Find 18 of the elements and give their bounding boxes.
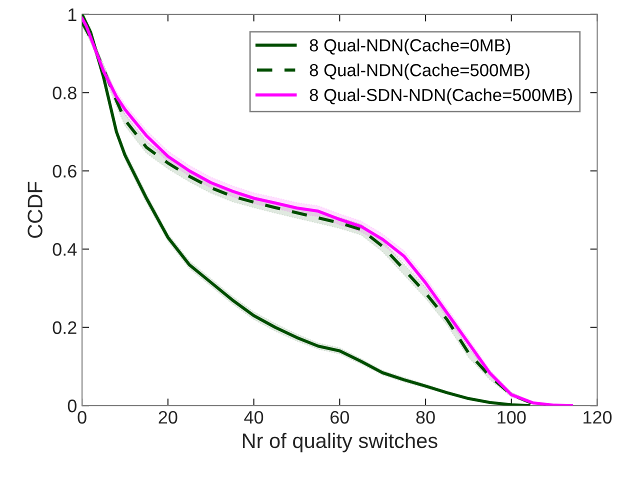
y-tick-label: 0	[68, 400, 76, 412]
legend-label: 8 Qual-NDN(Cache=500MB)	[310, 64, 530, 80]
x-tick-label: 40	[244, 410, 264, 424]
x-tick-label: 60	[330, 410, 349, 424]
y-tick-label: 1	[68, 8, 76, 21]
x-tick-label: 100	[498, 410, 526, 424]
y-tick-label: 0.6	[52, 164, 76, 178]
legend-label: 8 Qual-SDN-NDN(Cache=500MB)	[310, 88, 572, 105]
y-axis-title: CCDF	[28, 182, 42, 238]
legend-label: 8 Qual-NDN(Cache=0MB)	[310, 38, 510, 55]
y-tick-label: 0.2	[52, 321, 76, 334]
x-tick-label: 120	[584, 410, 612, 424]
x-tick-label: 0	[78, 410, 86, 424]
y-tick-label: 0.4	[52, 243, 77, 256]
y-tick-label: 0.8	[52, 86, 76, 100]
x-tick-label: 80	[416, 410, 435, 424]
x-tick-label: 20	[158, 410, 178, 424]
x-axis-title: Nr of quality switches	[242, 432, 438, 452]
